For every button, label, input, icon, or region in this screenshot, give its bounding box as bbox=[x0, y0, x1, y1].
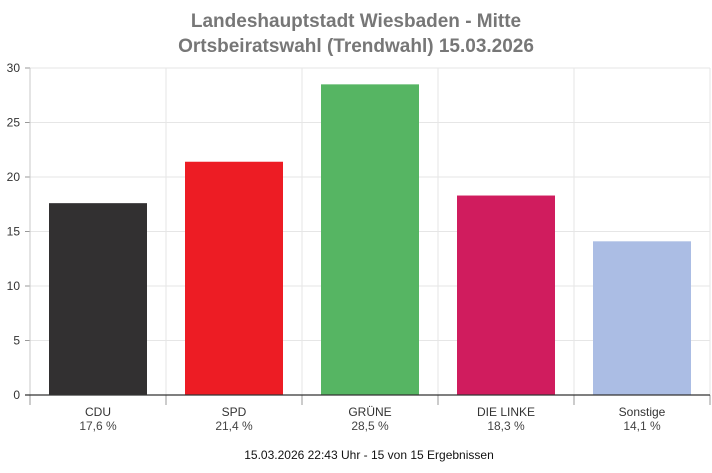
value-label: 14,1 % bbox=[623, 419, 661, 433]
category-label: GRÜNE bbox=[348, 405, 391, 419]
bar-cdu bbox=[49, 203, 147, 395]
axes: 0 5 10 15 20 25 30 bbox=[7, 61, 711, 405]
bar-spd bbox=[185, 161, 283, 395]
value-label: 28,5 % bbox=[351, 419, 389, 433]
value-label: 21,4 % bbox=[215, 419, 253, 433]
y-tick-label: 0 bbox=[13, 388, 20, 402]
value-label: 17,6 % bbox=[79, 419, 117, 433]
chart-footer: 15.03.2026 22:43 Uhr - 15 von 15 Ergebni… bbox=[244, 448, 494, 462]
value-label: 18,3 % bbox=[487, 419, 525, 433]
y-tick-label: 15 bbox=[7, 225, 21, 239]
category-label: CDU bbox=[85, 405, 111, 419]
y-tick-label: 10 bbox=[7, 279, 21, 293]
category-label: DIE LINKE bbox=[477, 405, 535, 419]
y-tick-label: 5 bbox=[13, 334, 20, 348]
chart-title-line-2: Ortsbeiratswahl (Trendwahl) 15.03.2026 bbox=[178, 36, 534, 57]
y-tick-label: 20 bbox=[7, 170, 21, 184]
bar-grüne bbox=[321, 84, 419, 395]
category-label: Sonstige bbox=[619, 405, 666, 419]
bar-die-linke bbox=[457, 195, 555, 395]
y-tick-label: 25 bbox=[7, 116, 21, 130]
y-tick-label: 30 bbox=[7, 61, 21, 75]
chart-title-line-1: Landeshauptstadt Wiesbaden - Mitte bbox=[191, 11, 521, 32]
category-label: SPD bbox=[222, 405, 247, 419]
bar-sonstige bbox=[593, 241, 691, 395]
bars bbox=[49, 84, 691, 395]
